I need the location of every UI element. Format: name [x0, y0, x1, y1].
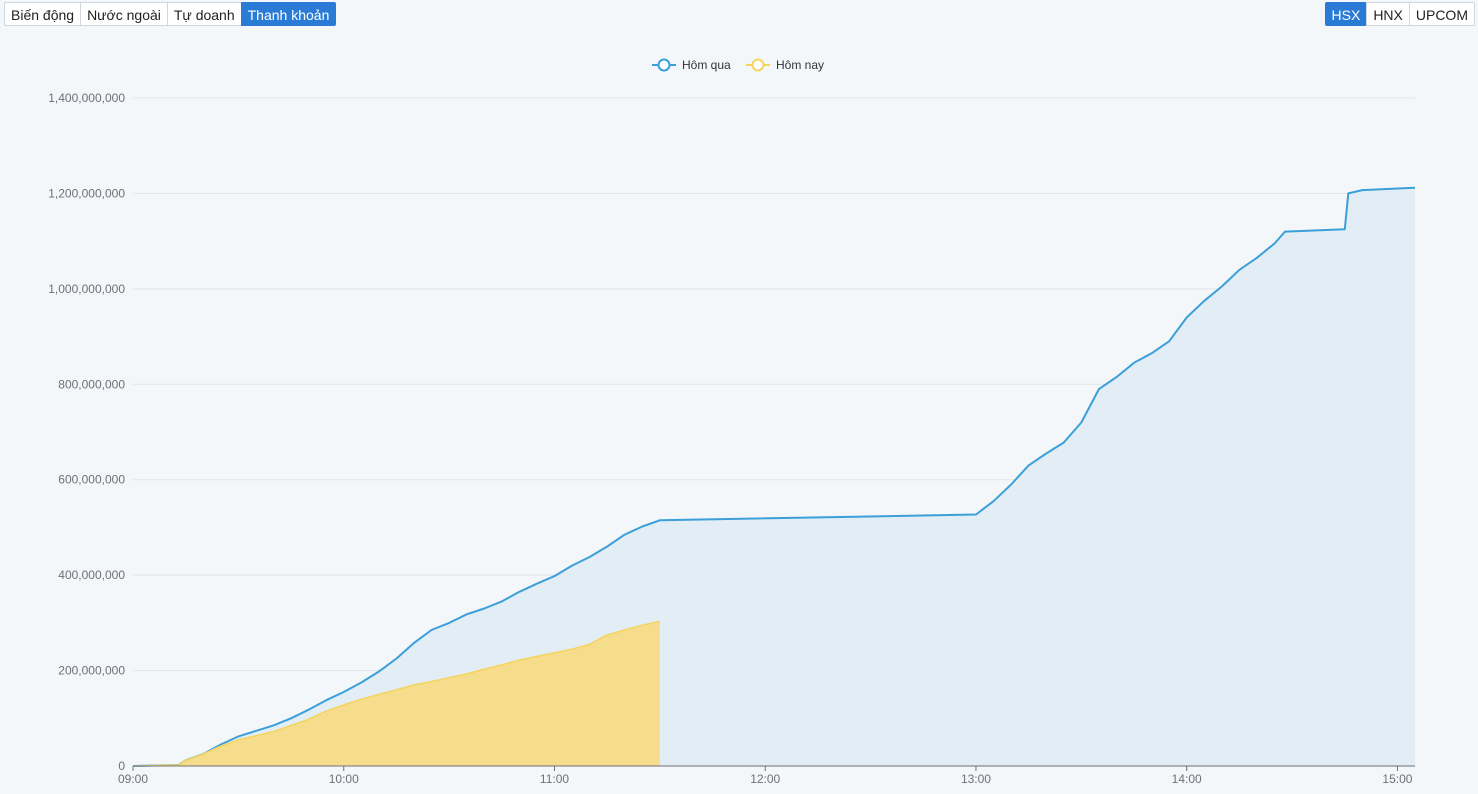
- exchange-tabs: HSX HNX UPCOM: [1324, 2, 1475, 26]
- series-today-area: [133, 621, 660, 766]
- legend-yesterday-marker: [657, 58, 671, 72]
- x-tick-label: 13:00: [961, 772, 991, 786]
- tab-nuoc-ngoai[interactable]: Nước ngoài: [80, 2, 168, 26]
- x-tick-label: 11:00: [540, 772, 569, 786]
- y-tick-label: 800,000,000: [58, 377, 125, 391]
- tab-hsx[interactable]: HSX: [1324, 2, 1368, 26]
- tab-thanh-khoan[interactable]: Thanh khoản: [240, 2, 337, 26]
- legend-yesterday-label: Hôm qua: [682, 58, 731, 72]
- y-tick-label: 0: [118, 759, 125, 773]
- x-tick-label: 09:00: [118, 772, 148, 786]
- tab-upcom[interactable]: UPCOM: [1408, 2, 1475, 26]
- view-tabs: Biến động Nước ngoài Tự doanh Thanh khoả…: [4, 2, 337, 26]
- y-tick-label: 200,000,000: [58, 664, 125, 678]
- x-tick-label: 12:00: [750, 772, 780, 786]
- y-tick-label: 400,000,000: [58, 568, 125, 582]
- x-tick-label: 15:00: [1382, 772, 1412, 786]
- y-tick-label: 1,000,000,000: [48, 282, 125, 296]
- series-yesterday-line: [132, 186, 1416, 767]
- chart-legend: Hôm qua Hôm nay: [652, 58, 824, 72]
- y-tick-label: 1,400,000,000: [48, 91, 125, 105]
- y-tick-label: 600,000,000: [58, 473, 125, 487]
- legend-today-marker: [751, 58, 765, 72]
- series-today-line: [132, 620, 660, 767]
- x-tick-label: 10:00: [329, 772, 359, 786]
- series-yesterday-area: [133, 187, 1415, 766]
- x-tick-label: 14:00: [1172, 772, 1202, 786]
- legend-today-label: Hôm nay: [776, 58, 824, 72]
- tab-bien-dong[interactable]: Biến động: [4, 2, 82, 26]
- y-tick-label: 1,200,000,000: [48, 186, 125, 200]
- tab-tu-doanh[interactable]: Tự doanh: [166, 2, 242, 26]
